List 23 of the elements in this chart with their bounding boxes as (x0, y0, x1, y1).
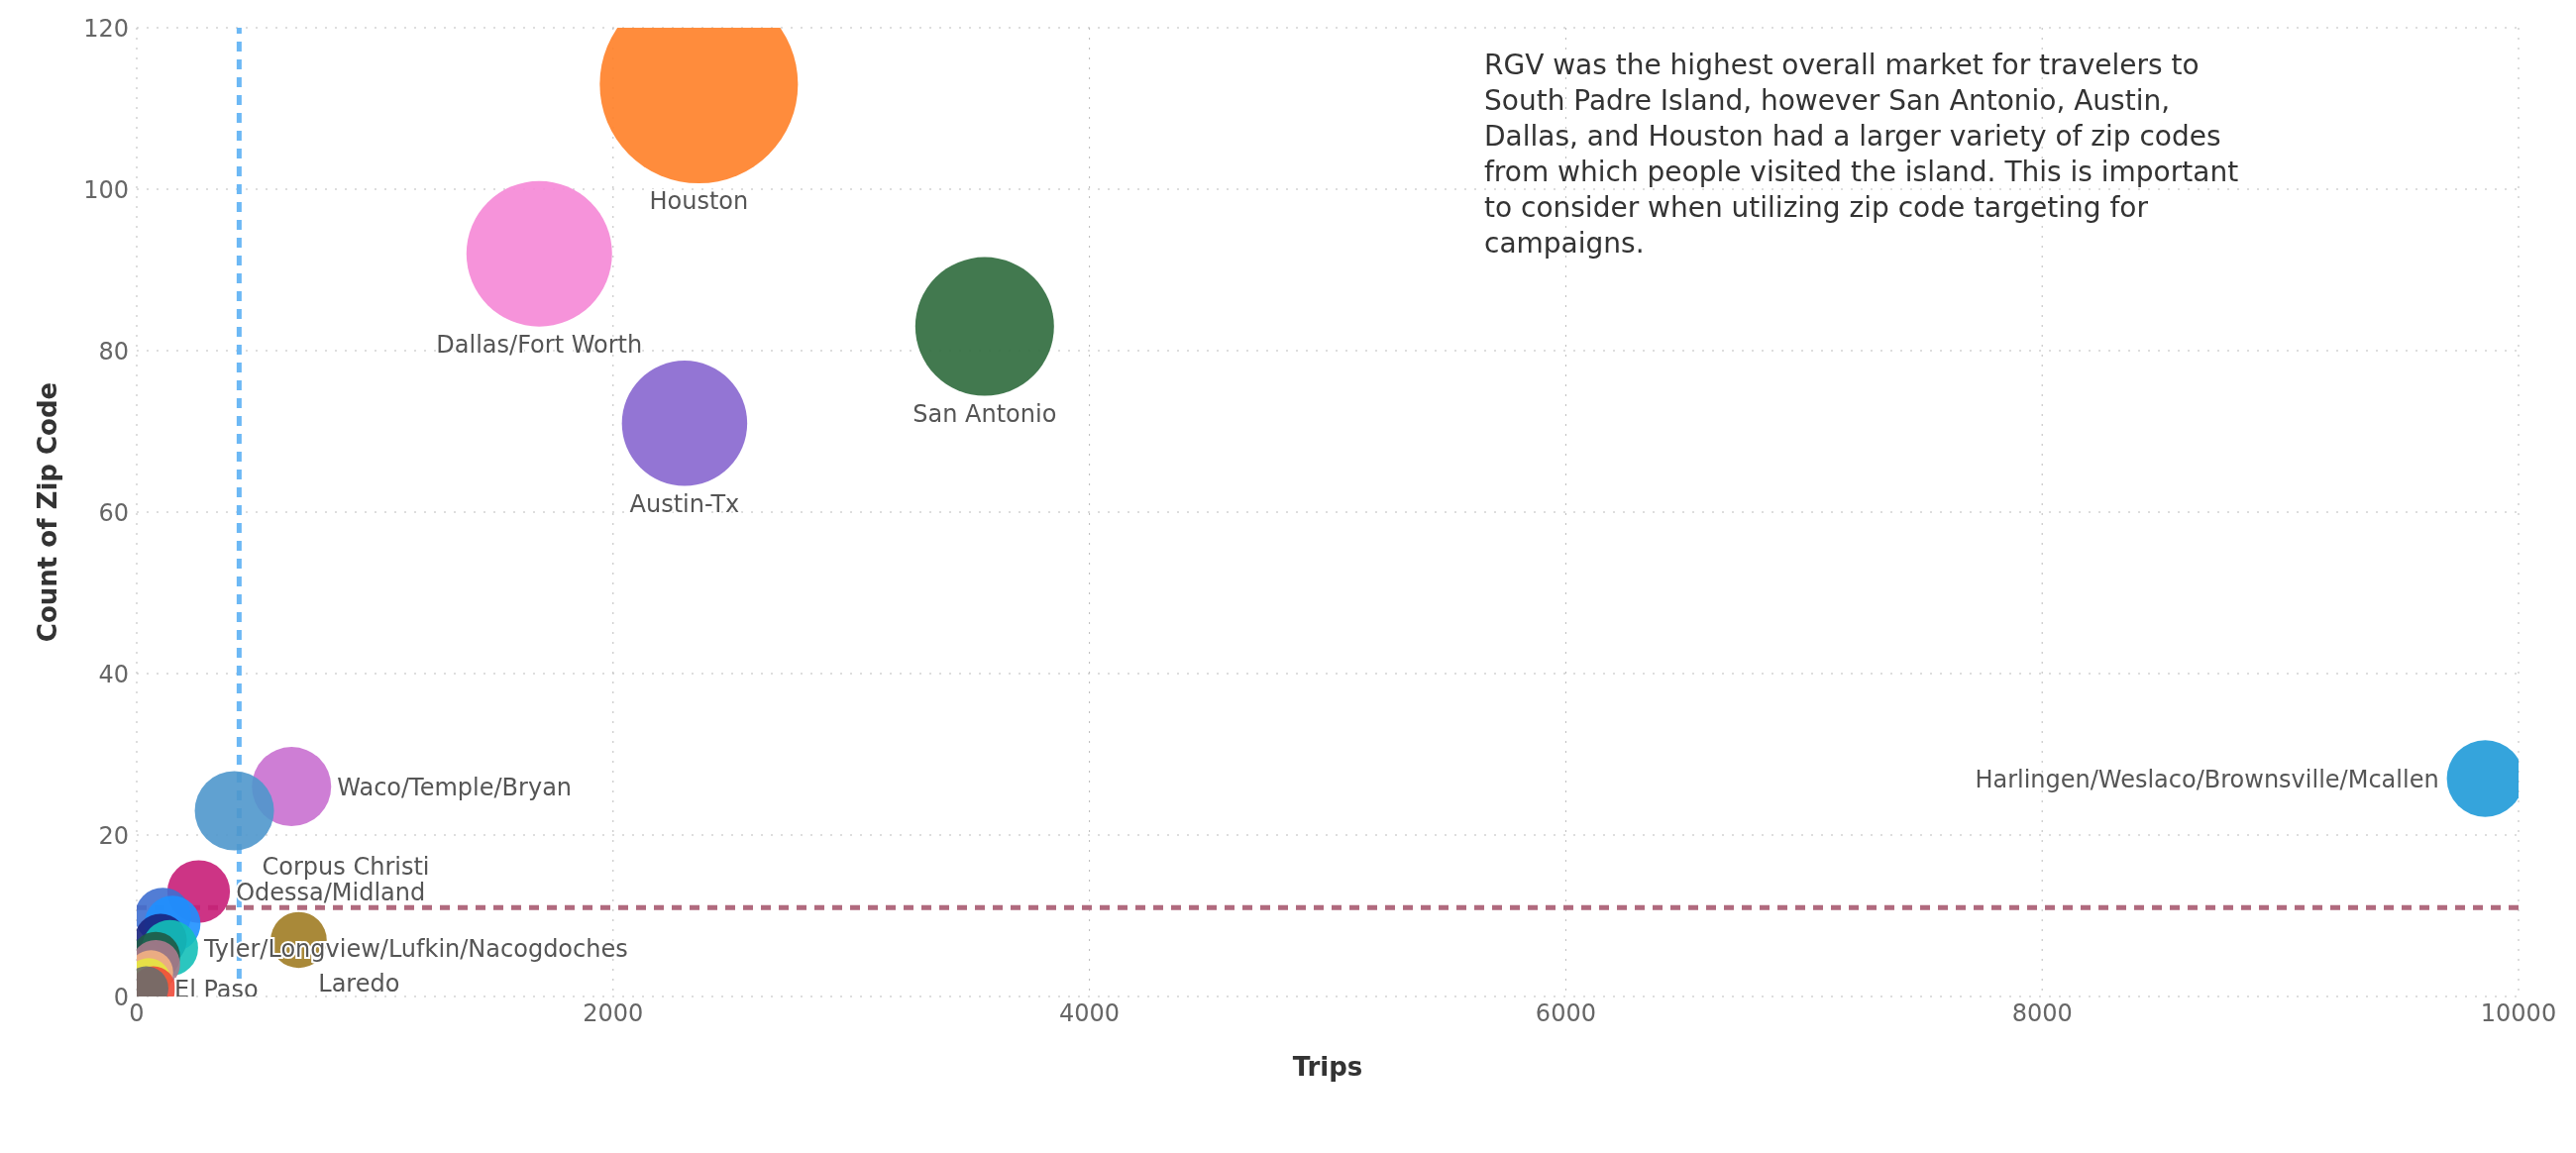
y-tick-label: 40 (98, 660, 129, 688)
series-label: Harlingen/Weslaco/Brownsville/Mcallen (1975, 765, 2439, 793)
y-tick-label: 120 (83, 14, 129, 43)
y-tick-label: 80 (98, 337, 129, 366)
series-label: Houston (649, 187, 749, 216)
series-label: San Antonio (912, 399, 1057, 428)
x-tick-label: 4000 (1059, 999, 1121, 1028)
x-axis-title: Trips (1292, 1052, 1363, 1082)
y-axis-title: Count of Zip Code (33, 381, 63, 643)
x-tick-label: 6000 (1535, 999, 1596, 1028)
series-label: Dallas/Fort Worth (436, 330, 643, 359)
series-label: Odessa/Midland (236, 879, 426, 907)
y-tick-label: 60 (98, 498, 129, 527)
x-tick-label: 2000 (583, 999, 644, 1028)
x-tick-label: 10000 (2480, 999, 2557, 1028)
y-tick-label: 20 (98, 821, 129, 850)
x-tick-label: 8000 (2011, 999, 2073, 1028)
series-label: Laredo (318, 970, 400, 998)
series-label: Waco/Temple/Bryan (337, 774, 573, 802)
y-tick-label: 100 (83, 175, 129, 204)
series-label: Corpus Christi (262, 852, 430, 881)
series-label: Austin-Tx (629, 489, 740, 518)
annotation: RGV was the highest overall market for travelers to South Padre Island, however San Antonio, Austin, Dallas, and Houston had a larger variety of zip codes from which people visited the island. This is important to consider when utilizing zip code targeting for campaigns. (1484, 48, 2240, 262)
